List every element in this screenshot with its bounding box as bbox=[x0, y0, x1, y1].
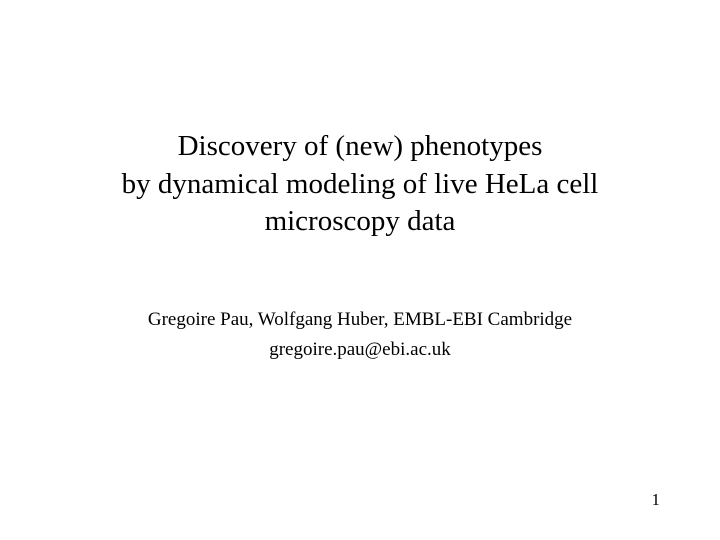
email-text: gregoire.pau@ebi.ac.uk bbox=[148, 335, 572, 364]
page-number: 1 bbox=[652, 490, 661, 510]
title-line-3: microscopy data bbox=[122, 203, 599, 241]
slide-container: Discovery of (new) phenotypes by dynamic… bbox=[0, 0, 720, 540]
authors-text: Gregoire Pau, Wolfgang Huber, EMBL-EBI C… bbox=[148, 305, 572, 334]
title-line-1: Discovery of (new) phenotypes bbox=[122, 128, 599, 166]
slide-title: Discovery of (new) phenotypes by dynamic… bbox=[122, 128, 599, 241]
authors-block: Gregoire Pau, Wolfgang Huber, EMBL-EBI C… bbox=[148, 305, 572, 364]
title-line-2: by dynamical modeling of live HeLa cell bbox=[122, 166, 599, 204]
